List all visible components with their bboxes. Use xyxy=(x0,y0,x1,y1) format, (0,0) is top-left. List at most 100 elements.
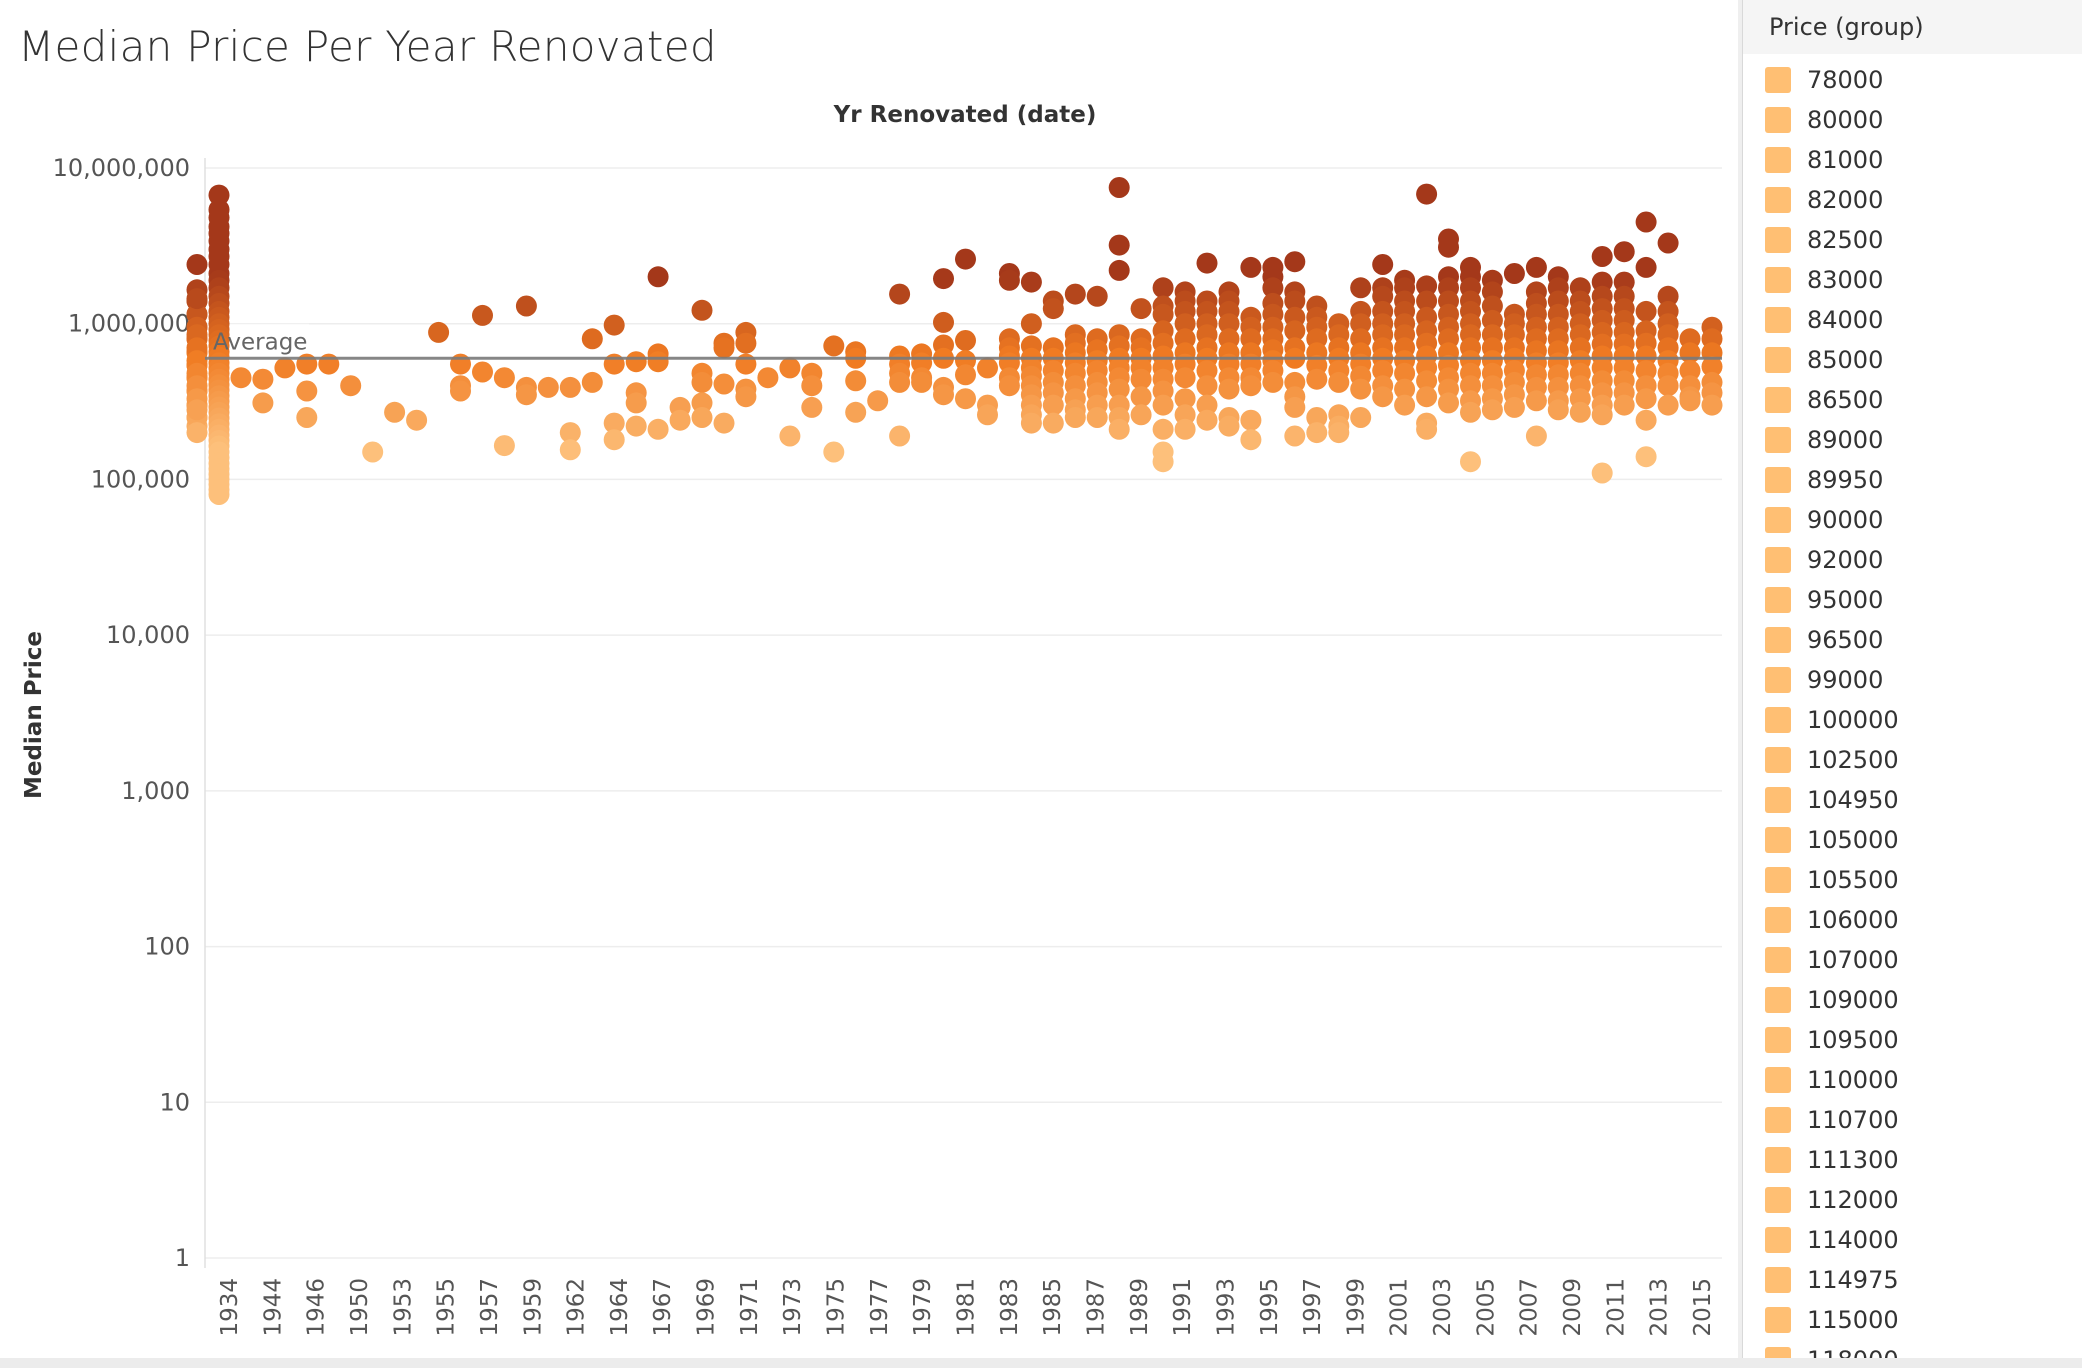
data-point[interactable] xyxy=(1547,399,1569,421)
data-point[interactable] xyxy=(1152,451,1174,473)
data-point[interactable] xyxy=(823,441,845,463)
data-point[interactable] xyxy=(384,401,406,423)
data-point[interactable] xyxy=(1064,283,1086,305)
data-point[interactable] xyxy=(1262,371,1284,393)
data-point[interactable] xyxy=(472,361,493,383)
data-point[interactable] xyxy=(559,376,581,398)
data-point[interactable] xyxy=(186,254,208,275)
data-point[interactable] xyxy=(1525,390,1547,412)
data-point[interactable] xyxy=(186,288,208,310)
data-point[interactable] xyxy=(1635,409,1657,431)
data-point[interactable] xyxy=(274,357,296,379)
data-point[interactable] xyxy=(581,328,603,350)
data-point[interactable] xyxy=(691,371,713,393)
data-point[interactable] xyxy=(955,388,976,410)
data-point[interactable] xyxy=(1174,404,1196,426)
data-point[interactable] xyxy=(1701,394,1723,416)
data-point[interactable] xyxy=(1130,404,1152,426)
data-point[interactable] xyxy=(1130,298,1152,320)
data-point[interactable] xyxy=(1218,415,1240,437)
data-point[interactable] xyxy=(779,425,801,447)
legend-item[interactable]: 85000 xyxy=(1743,340,2082,380)
data-point[interactable] xyxy=(823,335,845,357)
data-point[interactable] xyxy=(537,376,559,398)
data-point[interactable] xyxy=(647,266,669,288)
data-point[interactable] xyxy=(1591,462,1613,484)
data-point[interactable] xyxy=(1306,368,1328,390)
data-point[interactable] xyxy=(1416,183,1438,205)
data-point[interactable] xyxy=(340,375,362,397)
data-point[interactable] xyxy=(450,380,471,402)
data-point[interactable] xyxy=(1196,409,1218,431)
legend-item[interactable]: 109000 xyxy=(1743,980,2082,1020)
legend-item[interactable]: 92000 xyxy=(1743,540,2082,580)
data-point[interactable] xyxy=(1196,375,1218,397)
legend-item[interactable]: 104950 xyxy=(1743,780,2082,820)
data-point[interactable] xyxy=(296,380,318,402)
data-point[interactable] xyxy=(845,370,867,392)
data-point[interactable] xyxy=(691,392,713,414)
data-point[interactable] xyxy=(1240,409,1262,431)
data-point[interactable] xyxy=(1174,418,1196,440)
legend-item[interactable]: 82000 xyxy=(1743,180,2082,220)
data-point[interactable] xyxy=(1635,446,1657,468)
data-point[interactable] xyxy=(889,283,911,305)
data-point[interactable] xyxy=(1108,234,1130,256)
data-point[interactable] xyxy=(1174,367,1196,389)
data-point[interactable] xyxy=(1460,375,1481,397)
data-point[interactable] xyxy=(911,371,933,393)
data-point[interactable] xyxy=(735,353,757,375)
legend-item[interactable]: 78000 xyxy=(1743,60,2082,100)
legend-item[interactable]: 99000 xyxy=(1743,660,2082,700)
data-point[interactable] xyxy=(450,353,471,375)
data-point[interactable] xyxy=(1196,360,1218,382)
data-point[interactable] xyxy=(493,367,515,389)
data-point[interactable] xyxy=(252,392,274,414)
data-point[interactable] xyxy=(1416,418,1438,440)
data-point[interactable] xyxy=(713,412,735,434)
data-point[interactable] xyxy=(1240,429,1262,451)
data-point[interactable] xyxy=(1613,394,1635,416)
data-point[interactable] xyxy=(1525,256,1547,278)
data-point[interactable] xyxy=(1020,271,1042,293)
data-point[interactable] xyxy=(406,409,428,431)
data-point[interactable] xyxy=(1372,285,1394,307)
data-point[interactable] xyxy=(977,357,998,379)
legend-item[interactable]: 95000 xyxy=(1743,580,2082,620)
data-point[interactable] xyxy=(1394,362,1416,384)
data-point[interactable] xyxy=(867,390,889,412)
data-point[interactable] xyxy=(1350,378,1372,400)
data-point[interactable] xyxy=(318,353,340,375)
data-point[interactable] xyxy=(1350,277,1372,299)
data-point[interactable] xyxy=(1284,320,1306,342)
data-point[interactable] xyxy=(581,371,603,393)
legend-item[interactable]: 84000 xyxy=(1743,300,2082,340)
data-point[interactable] xyxy=(1240,375,1262,397)
data-point[interactable] xyxy=(1591,246,1613,267)
legend-item[interactable]: 107000 xyxy=(1743,940,2082,980)
data-point[interactable] xyxy=(955,330,976,351)
legend-item[interactable]: 102500 xyxy=(1743,740,2082,780)
data-point[interactable] xyxy=(208,184,230,206)
data-point[interactable] xyxy=(1657,232,1679,254)
data-point[interactable] xyxy=(1152,418,1174,440)
data-point[interactable] xyxy=(472,304,493,326)
data-point[interactable] xyxy=(625,415,647,437)
data-point[interactable] xyxy=(1042,394,1064,416)
data-point[interactable] xyxy=(1284,251,1306,273)
data-point[interactable] xyxy=(1416,290,1438,312)
legend-item[interactable]: 106000 xyxy=(1743,900,2082,940)
legend-item[interactable]: 82500 xyxy=(1743,220,2082,260)
data-point[interactable] xyxy=(208,484,230,505)
data-point[interactable] xyxy=(1460,401,1481,423)
data-point[interactable] xyxy=(1174,388,1196,410)
data-point[interactable] xyxy=(1416,370,1438,392)
data-point[interactable] xyxy=(1635,388,1657,410)
legend-item[interactable]: 114975 xyxy=(1743,1260,2082,1300)
legend-item[interactable]: 86500 xyxy=(1743,380,2082,420)
data-point[interactable] xyxy=(1613,241,1635,263)
data-point[interactable] xyxy=(998,269,1020,291)
legend-item[interactable]: 110700 xyxy=(1743,1100,2082,1140)
data-point[interactable] xyxy=(1350,313,1372,335)
data-point[interactable] xyxy=(515,295,537,317)
